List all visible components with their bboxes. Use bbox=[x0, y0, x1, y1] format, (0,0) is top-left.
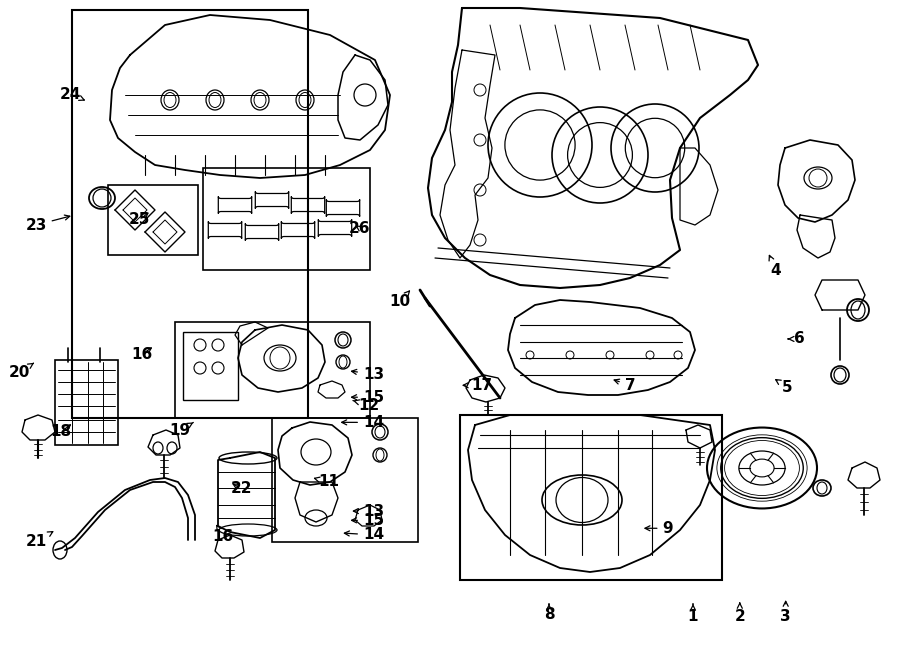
Text: 18: 18 bbox=[50, 424, 72, 439]
Text: 8: 8 bbox=[544, 604, 554, 622]
Bar bbox=[55, 360, 118, 445]
Bar bbox=[175, 322, 370, 418]
Text: 16: 16 bbox=[212, 526, 234, 544]
Text: 5: 5 bbox=[776, 379, 793, 395]
Text: 20: 20 bbox=[9, 363, 33, 379]
Text: 2: 2 bbox=[734, 603, 745, 624]
Text: 13: 13 bbox=[354, 504, 384, 518]
Text: 10: 10 bbox=[389, 291, 410, 309]
Bar bbox=[108, 185, 198, 255]
Text: 19: 19 bbox=[169, 422, 194, 438]
Text: 9: 9 bbox=[645, 521, 673, 536]
Text: 15: 15 bbox=[352, 513, 384, 528]
Text: 1: 1 bbox=[688, 604, 698, 624]
Bar bbox=[272, 418, 418, 542]
Text: 17: 17 bbox=[464, 378, 492, 393]
Text: 21: 21 bbox=[25, 532, 53, 549]
Bar bbox=[183, 332, 238, 400]
Text: 23: 23 bbox=[25, 215, 70, 232]
Text: 11: 11 bbox=[314, 475, 339, 489]
Bar bbox=[203, 168, 370, 270]
Text: 14: 14 bbox=[345, 528, 384, 542]
Text: 3: 3 bbox=[780, 601, 791, 624]
Text: 7: 7 bbox=[614, 378, 635, 393]
Bar bbox=[460, 415, 722, 580]
Text: 12: 12 bbox=[353, 398, 380, 412]
Text: 14: 14 bbox=[342, 415, 384, 430]
Text: 25: 25 bbox=[129, 213, 150, 227]
Bar bbox=[72, 10, 308, 418]
Text: 6: 6 bbox=[788, 332, 805, 346]
Text: 4: 4 bbox=[770, 256, 781, 277]
Text: 13: 13 bbox=[352, 367, 384, 381]
Text: 15: 15 bbox=[352, 390, 384, 404]
Text: 22: 22 bbox=[230, 481, 252, 496]
Text: 16: 16 bbox=[131, 347, 153, 361]
Text: 26: 26 bbox=[349, 221, 371, 236]
Text: 24: 24 bbox=[59, 87, 85, 101]
